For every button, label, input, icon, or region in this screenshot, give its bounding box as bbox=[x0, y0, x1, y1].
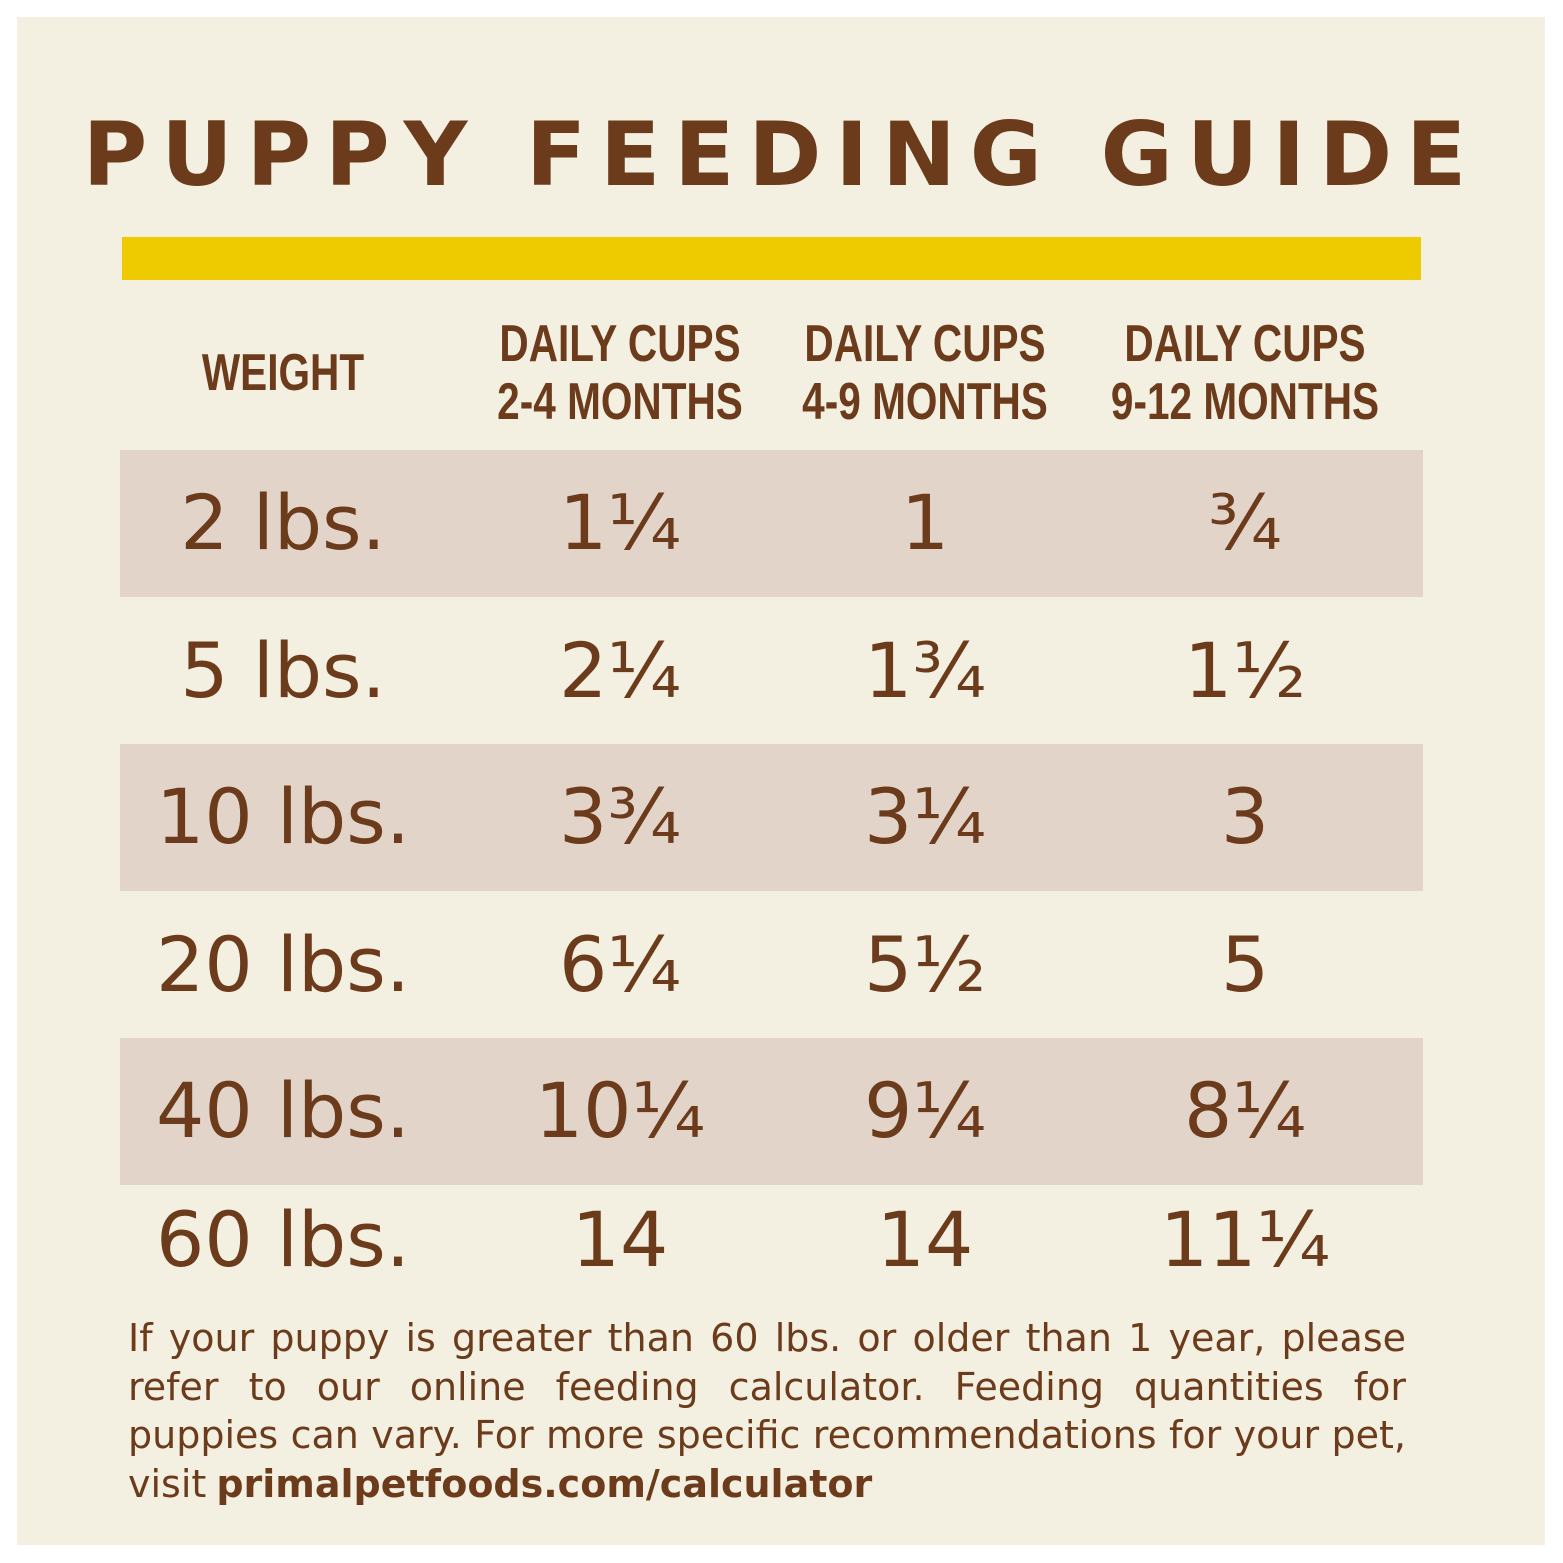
weight-cell: 5 lbs. bbox=[180, 626, 386, 715]
cups-cell: 8¼ bbox=[1183, 1066, 1306, 1155]
weight-cell: 2 lbs. bbox=[180, 478, 386, 567]
row-stripe bbox=[120, 744, 1423, 891]
cups-cell: 6¼ bbox=[558, 920, 681, 1009]
column-header: DAILY CUPS 2-4 MONTHS bbox=[495, 310, 745, 435]
header-line: 9-12 MONTHS bbox=[1110, 372, 1380, 431]
cups-cell: ¾ bbox=[1208, 478, 1282, 567]
cups-cell: 1 bbox=[900, 478, 950, 567]
footnote-link: primalpetfoods.com/calculator bbox=[216, 1461, 873, 1506]
row-stripe bbox=[120, 450, 1423, 597]
cups-cell: 1½ bbox=[1183, 626, 1306, 715]
weight-cell: 20 lbs. bbox=[156, 920, 410, 1009]
column-header: WEIGHT bbox=[158, 310, 408, 435]
cups-cell: 3 bbox=[1220, 772, 1270, 861]
header-line: WEIGHT bbox=[201, 343, 365, 402]
footnote: If your puppy is greater than 60 lbs. or… bbox=[128, 1314, 1406, 1508]
header-line: 2-4 MONTHS bbox=[497, 372, 743, 431]
column-header: DAILY CUPS 4-9 MONTHS bbox=[800, 310, 1050, 435]
cups-cell: 9¼ bbox=[863, 1066, 986, 1155]
cups-cell: 1¾ bbox=[863, 626, 986, 715]
cups-cell: 3¼ bbox=[863, 772, 986, 861]
cups-cell: 14 bbox=[571, 1195, 669, 1284]
header-line: DAILY CUPS bbox=[499, 314, 741, 373]
weight-cell: 60 lbs. bbox=[156, 1195, 410, 1284]
column-header: DAILY CUPS 9-12 MONTHS bbox=[1111, 310, 1379, 435]
weight-cell: 10 lbs. bbox=[156, 772, 410, 861]
weight-cell: 40 lbs. bbox=[156, 1066, 410, 1155]
cups-cell: 2¼ bbox=[558, 626, 681, 715]
cups-cell: 14 bbox=[876, 1195, 974, 1284]
cups-cell: 11¼ bbox=[1159, 1195, 1331, 1284]
cups-cell: 1¼ bbox=[558, 478, 681, 567]
divider bbox=[122, 237, 1421, 280]
title: PUPPY FEEDING GUIDE bbox=[82, 103, 1481, 206]
cups-cell: 5½ bbox=[863, 920, 986, 1009]
header-line: DAILY CUPS bbox=[804, 314, 1046, 373]
header-line: 4-9 MONTHS bbox=[802, 372, 1048, 431]
cups-cell: 10¼ bbox=[534, 1066, 706, 1155]
row-stripe bbox=[120, 1038, 1423, 1185]
cups-cell: 5 bbox=[1220, 920, 1270, 1009]
footnote-text: If your puppy is greater than 60 lbs. or… bbox=[128, 1316, 1406, 1506]
header-line: DAILY CUPS bbox=[1124, 314, 1366, 373]
cups-cell: 3¾ bbox=[558, 772, 681, 861]
